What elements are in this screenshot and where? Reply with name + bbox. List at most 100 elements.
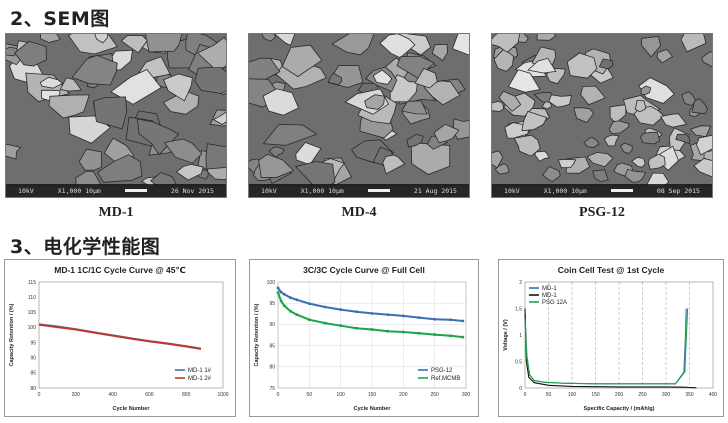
sem-particle	[498, 90, 522, 112]
sem-particle	[507, 69, 541, 93]
sem-micrograph-3	[492, 34, 712, 186]
sem-particle	[624, 168, 647, 183]
data-point	[433, 317, 437, 321]
sem-date: 26 Nov 2015	[170, 186, 214, 195]
electrochem-section-heading: 3、电化学性能图	[10, 236, 161, 258]
data-point	[448, 318, 452, 322]
sem-particle	[557, 158, 577, 169]
sem-particle	[249, 57, 281, 80]
x-axis-label: Cycle Number	[354, 406, 392, 412]
sem-particle	[274, 34, 296, 47]
sem-particle	[681, 91, 697, 107]
sem-particle	[268, 146, 285, 158]
x-tick-label: 300	[662, 392, 671, 398]
sem-label-psg12: PSG-12	[579, 205, 625, 220]
data-point	[276, 286, 280, 290]
x-tick-label: 600	[145, 392, 154, 398]
y-tick-label: 75	[269, 386, 275, 392]
series-line	[277, 287, 464, 322]
sem-particle	[262, 34, 277, 42]
y-tick-label: 90	[30, 356, 36, 362]
sem-particle	[646, 172, 670, 186]
sem-particle	[382, 154, 406, 175]
sem-particle	[691, 98, 709, 115]
data-point	[323, 305, 327, 309]
sem-section-heading: 2、SEM图	[10, 8, 110, 30]
sem-image-md4: 10kV X1,000 10μm 21 Aug 2015	[248, 33, 470, 198]
sem-particle	[492, 100, 504, 112]
series-line	[524, 308, 689, 385]
sem-particle	[145, 34, 183, 53]
x-tick-label: 50	[546, 392, 552, 398]
sem-particle	[452, 118, 469, 140]
data-point	[276, 291, 280, 294]
sem-particle	[493, 48, 514, 72]
y-tick-label: 110	[28, 295, 36, 301]
scale-bar-icon	[610, 189, 633, 192]
chart-title: Coin Cell Test @ 1st Cycle	[558, 265, 665, 275]
x-tick-label: 100	[336, 392, 345, 398]
sem-particle	[212, 111, 226, 125]
sem-particle	[110, 69, 162, 105]
legend-label: MD-1 2#	[188, 376, 212, 382]
sem-particle	[580, 85, 606, 106]
y-tick-label: 90	[269, 322, 275, 328]
sem-particle	[527, 57, 557, 74]
legend-label: PSG 12A	[542, 300, 567, 306]
sem-particle	[331, 34, 375, 56]
x-tick-label: 0	[277, 392, 280, 398]
y-tick-label: 2	[519, 280, 522, 286]
sem-particle	[196, 36, 226, 69]
sem-date: 21 Aug 2015	[413, 186, 457, 195]
x-tick-label: 250	[430, 392, 439, 398]
sem-particle	[675, 133, 691, 145]
x-tick-label: 1000	[217, 392, 228, 398]
sem-particle	[59, 77, 83, 92]
data-point	[289, 309, 292, 313]
sem-particle	[492, 150, 504, 169]
x-tick-label: 0	[524, 392, 527, 398]
sem-particle	[548, 94, 573, 108]
sem-footer: 10kV X1,000 10μm 08 Sep 2015	[492, 184, 712, 197]
sem-particle	[294, 161, 336, 186]
data-point	[308, 318, 311, 322]
x-tick-label: 50	[307, 392, 313, 398]
sem-particle	[162, 90, 200, 115]
sem-particle	[696, 134, 712, 156]
y-tick-label: 115	[28, 280, 36, 286]
sem-particle	[634, 99, 647, 113]
data-point	[417, 332, 421, 335]
chart-panel-full-cell: 3C/3C Cycle Curve @ Full Cell 75 80 85 90 95 1…	[249, 259, 479, 417]
y-axis-label: Capacity Retention / (%)	[9, 303, 15, 366]
series-line	[524, 308, 697, 389]
sem-label-md4: MD-4	[341, 205, 377, 220]
y-tick-label: 105	[28, 310, 37, 316]
sem-particle	[521, 110, 548, 132]
data-point	[282, 292, 286, 296]
data-point	[295, 313, 299, 316]
sem-particle	[150, 172, 177, 186]
y-tick-label: 100	[28, 325, 37, 331]
legend-label: PSG-12	[431, 368, 453, 374]
sem-particle	[6, 143, 22, 160]
sem-micrograph-2	[249, 34, 469, 186]
plot-frame	[38, 281, 224, 389]
sem-particle	[433, 123, 460, 144]
data-point	[401, 314, 405, 318]
sem-magnification: X1,000 10μm	[543, 186, 587, 195]
data-point	[295, 298, 299, 302]
sem-magnification: X1,000 10μm	[57, 186, 101, 195]
x-tick-label: 800	[182, 392, 191, 398]
sem-particle	[328, 72, 343, 86]
x-tick-label: 400	[709, 392, 718, 398]
sem-particle	[638, 77, 675, 104]
data-point	[433, 333, 436, 336]
scale-bar-icon	[124, 189, 147, 192]
legend-label: MD-1 1#	[188, 368, 212, 374]
sem-particle	[262, 88, 300, 116]
sem-particle	[586, 151, 614, 168]
legend-label: MD-1	[542, 293, 557, 299]
data-point	[354, 310, 358, 314]
y-tick-label: 85	[269, 343, 275, 349]
data-point	[339, 324, 342, 327]
